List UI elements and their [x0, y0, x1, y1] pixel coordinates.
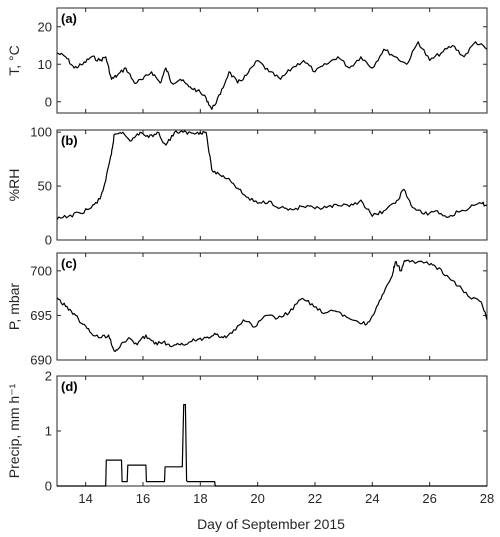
x-tick-label: 20	[250, 491, 264, 506]
y-axis-label: P, mbar	[6, 283, 22, 331]
x-tick-label: 16	[136, 491, 150, 506]
y-tick-label: 0	[45, 94, 52, 109]
y-axis-label: %RH	[6, 169, 22, 202]
y-tick-label: 1	[45, 424, 52, 439]
y-tick-label: 50	[38, 179, 52, 194]
series-line	[56, 259, 488, 352]
series-line	[57, 404, 487, 487]
x-tick-label: 22	[308, 491, 322, 506]
plot-frame	[56, 252, 488, 361]
panel-label: (b)	[61, 133, 78, 148]
y-tick-label: 20	[38, 19, 52, 34]
panel-label: (c)	[61, 256, 77, 271]
panel-3: 690 695 700 (c) P, mbar	[6, 252, 488, 368]
y-tick-label: 0	[45, 233, 52, 248]
panel-4: 0 1 2 (d) Precip, mm h⁻¹	[6, 369, 488, 494]
panel-label: (d)	[61, 379, 78, 394]
y-tick-label: 695	[30, 308, 52, 323]
panel-label: (a)	[61, 11, 77, 26]
x-tick-label: 14	[78, 491, 92, 506]
series-line	[56, 41, 488, 110]
y-tick-label: 10	[38, 57, 52, 72]
x-tick-label: 18	[193, 491, 207, 506]
x-tick-label: 24	[365, 491, 379, 506]
panel-1: 0 10 20 (a) T, °C	[6, 7, 488, 114]
series-line	[56, 130, 488, 220]
y-tick-label: 690	[30, 353, 52, 368]
y-tick-label: 700	[30, 263, 52, 278]
y-tick-label: 0	[45, 479, 52, 494]
y-axis-label: Precip, mm h⁻¹	[6, 383, 22, 478]
plot-frame	[56, 129, 488, 241]
plot-frame	[56, 7, 488, 114]
x-axis-label: Day of September 2015	[197, 516, 345, 532]
y-tick-label: 100	[30, 125, 52, 140]
panel-2: 0 50 100 (b) %RH	[6, 125, 488, 248]
x-tick-label: 26	[422, 491, 436, 506]
y-tick-label: 2	[45, 369, 52, 384]
y-axis-label: T, °C	[6, 45, 22, 76]
x-tick-label: 28	[480, 491, 494, 506]
